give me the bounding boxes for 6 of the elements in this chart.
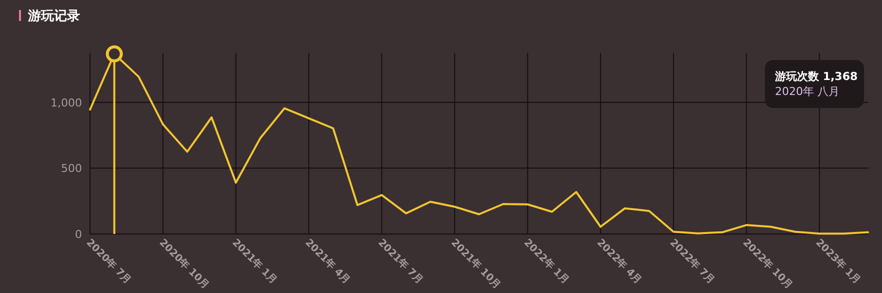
y-tick-label: 0	[75, 228, 82, 241]
annotation: 2020年 八月	[775, 85, 840, 98]
y-tick-label: 500	[61, 162, 82, 176]
annotation: 游玩次数 1,368	[774, 70, 858, 83]
chart-title: 游玩记录	[27, 9, 80, 24]
y-tick-label: 1,000	[50, 96, 82, 110]
